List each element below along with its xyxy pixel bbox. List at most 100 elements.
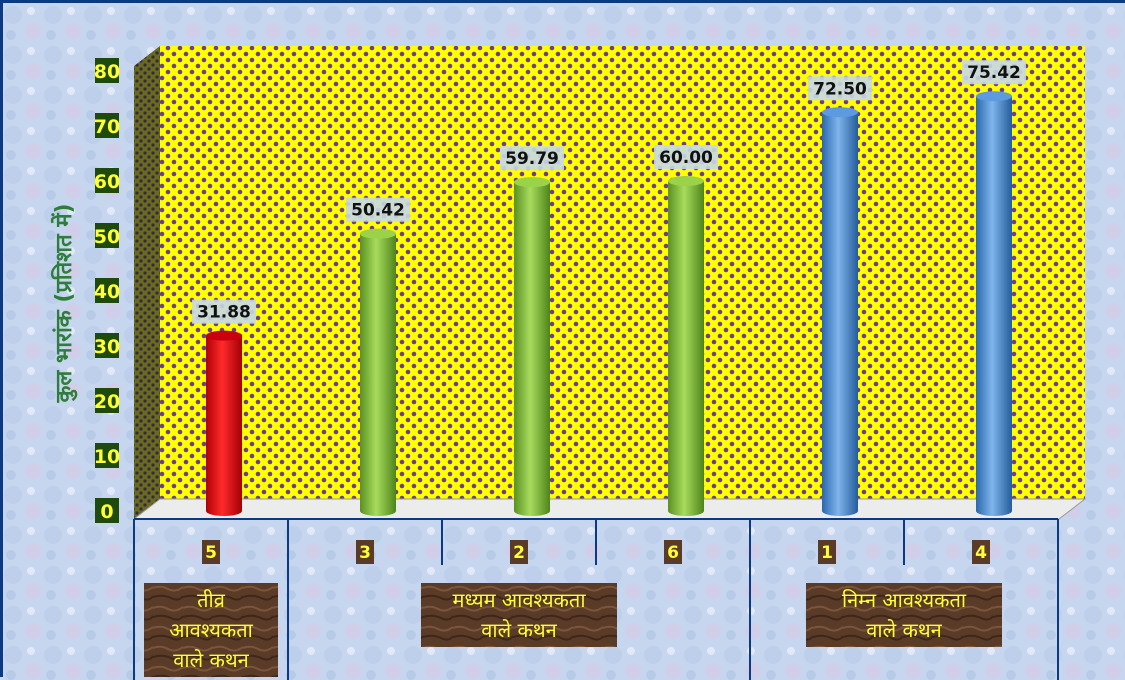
y-tick-bg [95, 58, 119, 83]
y-tick: 20 [94, 388, 120, 413]
y-tick: 40 [94, 278, 120, 303]
bar-body [976, 96, 1012, 511]
data-label-text: 75.42 [967, 63, 1021, 83]
group-label-line: वाले कथन [866, 618, 942, 642]
x-tick-bg [818, 540, 836, 564]
bar-top [822, 107, 858, 118]
bar [668, 176, 704, 516]
y-tick-label: 60 [94, 171, 120, 193]
x-tick: 1 [818, 540, 836, 564]
data-label-bg [500, 146, 564, 171]
y-tick: 10 [94, 443, 120, 468]
bar-base [668, 506, 704, 516]
plot-wall [160, 46, 1085, 499]
x-tick: 2 [510, 540, 528, 564]
y-tick: 70 [94, 113, 120, 138]
bar-base [514, 506, 550, 516]
data-label-bg [654, 145, 718, 169]
group-label-line: वाले कथन [481, 618, 557, 642]
bar-top [360, 228, 396, 239]
y-tick: 50 [94, 223, 120, 248]
data-label-text: 72.50 [813, 79, 867, 99]
bar-top [514, 177, 550, 188]
x-tick-bg [202, 540, 220, 564]
y-tick-bg [95, 498, 119, 523]
y-tick-bg [95, 388, 119, 413]
data-label: 72.50 [808, 76, 872, 101]
bar-body [360, 233, 396, 511]
bar-top [976, 91, 1012, 102]
y-tick: 60 [94, 168, 120, 193]
bar-chart: 0 10 20 30 40 50 60 70 80 31.88 50.42 59.79 60.00 72… [3, 3, 1125, 680]
y-tick-bg [95, 113, 119, 138]
x-tick-label: 6 [667, 543, 679, 563]
x-tick-label: 5 [205, 543, 217, 563]
y-tick-label: 20 [94, 391, 120, 413]
y-axis: 0 10 20 30 40 50 60 70 80 [94, 58, 120, 523]
y-tick-bg [95, 333, 119, 358]
bar [360, 228, 396, 516]
group-label-bg [144, 583, 278, 677]
group-label: मध्यम आवश्यकता वाले कथन [421, 583, 617, 647]
group-label-bg [806, 583, 1002, 647]
x-tick-label: 1 [821, 543, 833, 563]
bar-top [668, 176, 704, 186]
y-tick-bg [95, 168, 119, 193]
bar-body [514, 182, 550, 511]
data-label-text: 50.42 [351, 201, 405, 221]
x-tick: 6 [664, 540, 682, 564]
group-label-line: आवश्यकता [169, 618, 253, 642]
x-tick-label: 3 [359, 543, 371, 563]
group-label: तीव्र आवश्यकता वाले कथन [144, 583, 278, 677]
group-label-line: तीव्र [197, 588, 226, 612]
y-tick-label: 70 [94, 116, 120, 138]
data-label: 50.42 [346, 197, 410, 222]
bar [822, 107, 858, 516]
y-tick: 30 [94, 333, 120, 358]
y-tick-label: 80 [94, 61, 120, 83]
group-label-line: वाले कथन [173, 648, 249, 672]
data-label-bg [192, 299, 256, 324]
y-tick: 0 [95, 498, 119, 523]
data-label-bg [346, 197, 410, 222]
x-tick-label: 2 [513, 543, 525, 563]
data-label-text: 60.00 [659, 148, 713, 168]
group-label: निम्न आवश्यकता वाले कथन [806, 583, 1002, 647]
plot-floor [132, 498, 1087, 520]
x-tick: 3 [356, 540, 374, 564]
x-tick-bg [356, 540, 374, 564]
y-tick-bg [95, 223, 119, 248]
y-tick-bg [95, 443, 119, 468]
y-tick-label: 50 [94, 226, 120, 248]
data-label-text: 59.79 [505, 149, 559, 169]
bar-body [668, 181, 704, 511]
bar [206, 330, 242, 516]
bar [514, 177, 550, 516]
data-label: 59.79 [500, 146, 564, 171]
x-tick-bg [972, 540, 990, 564]
bar-body [206, 335, 242, 511]
x-tick: 5 [202, 540, 220, 564]
y-axis-label: कुल भारांक (प्रतिशत में) [50, 203, 78, 403]
y-tick: 80 [94, 58, 120, 83]
y-tick-label: 10 [94, 446, 120, 468]
bars: 31.88 50.42 59.79 60.00 72.50 75.42 [192, 60, 1026, 516]
x-tick-bg [664, 540, 682, 564]
data-label: 60.00 [654, 145, 718, 169]
bar [976, 91, 1012, 516]
y-tick-label: 30 [94, 336, 120, 358]
data-label-bg [808, 76, 872, 101]
data-label: 31.88 [192, 299, 256, 324]
y-tick-bg [95, 278, 119, 303]
bar-base [360, 506, 396, 516]
x-tick-label: 4 [975, 543, 987, 563]
bar-base [206, 506, 242, 516]
data-label: 75.42 [962, 60, 1026, 85]
y-tick-label: 0 [100, 501, 113, 523]
x-tick: 4 [972, 540, 990, 564]
bar-top [206, 330, 242, 341]
group-label-line: निम्न आवश्यकता [842, 588, 967, 612]
bar-base [976, 506, 1012, 516]
